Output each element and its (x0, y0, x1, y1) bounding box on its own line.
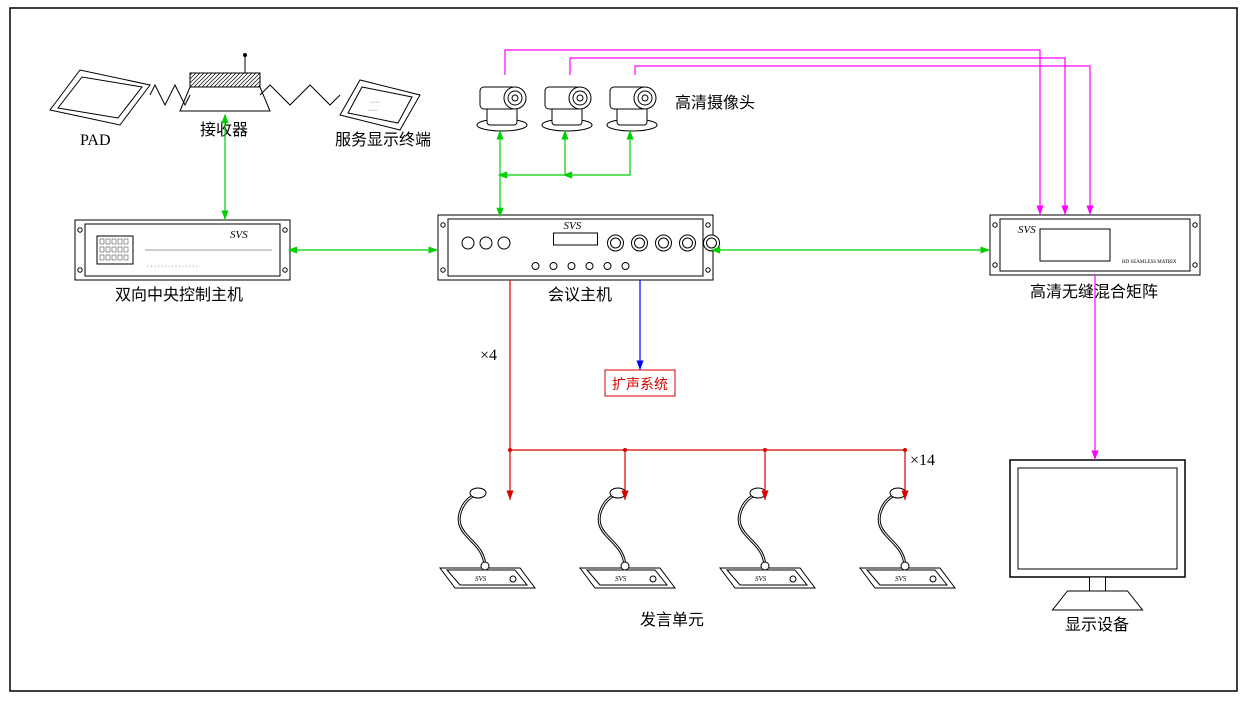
pad-device (50, 70, 150, 125)
receiver-label: 接收器 (200, 121, 248, 139)
mic-unit-4: SVS (860, 488, 955, 588)
svg-text:SVS: SVS (230, 229, 248, 241)
central-controller-host: SVS · · · · · · · · · · · · · · · (75, 220, 290, 280)
pa-system-box: 扩声系统 (605, 370, 675, 396)
svg-text:· · · · · · · · · · · · · · ·: · · · · · · · · · · · · · · · (147, 264, 198, 270)
service-terminal-label: 服务显示终端 (335, 131, 431, 149)
system-diagram: PAD 接收器 ····· ····· 服务显示终端 高清摄像头 SVS · · … (0, 0, 1247, 715)
mic-unit-3: SVS (720, 488, 815, 588)
svg-text:SVS: SVS (1018, 224, 1036, 236)
display-device (1010, 460, 1185, 610)
camera-label: 高清摄像头 (675, 94, 755, 112)
camera-2 (542, 87, 592, 131)
mic-unit-2: SVS (580, 488, 675, 588)
camera-3 (607, 87, 657, 131)
svg-text:·····: ····· (370, 100, 380, 106)
conference-host: SVS (438, 215, 720, 280)
svg-text:·····: ····· (368, 108, 378, 114)
receiver-device (180, 53, 270, 111)
mic-unit-1: SVS (440, 488, 535, 588)
svg-text:SVS: SVS (755, 575, 767, 583)
x14-multiplier: ×14 (910, 452, 935, 469)
hd-matrix-label: 高清无缝混合矩阵 (1030, 283, 1158, 301)
svg-text:SVS: SVS (895, 575, 907, 583)
central-controller-label: 双向中央控制主机 (115, 286, 243, 304)
pa-system-label: 扩声系统 (612, 377, 668, 393)
mic-units-label: 发言单元 (640, 611, 704, 629)
pad-label: PAD (80, 132, 111, 149)
svg-text:SVS: SVS (475, 575, 487, 583)
service-terminal-device: ····· ····· (340, 80, 420, 130)
hd-matrix-switcher: SVS HD SEAMLESS MATRIX (990, 215, 1200, 275)
svg-text:HD SEAMLESS MATRIX: HD SEAMLESS MATRIX (1122, 260, 1177, 265)
x4-multiplier: ×4 (480, 347, 497, 364)
camera-1 (477, 87, 527, 131)
svg-text:SVS: SVS (615, 575, 627, 583)
conference-host-label: 会议主机 (548, 286, 612, 304)
display-label: 显示设备 (1065, 616, 1129, 634)
svg-text:SVS: SVS (564, 220, 582, 232)
